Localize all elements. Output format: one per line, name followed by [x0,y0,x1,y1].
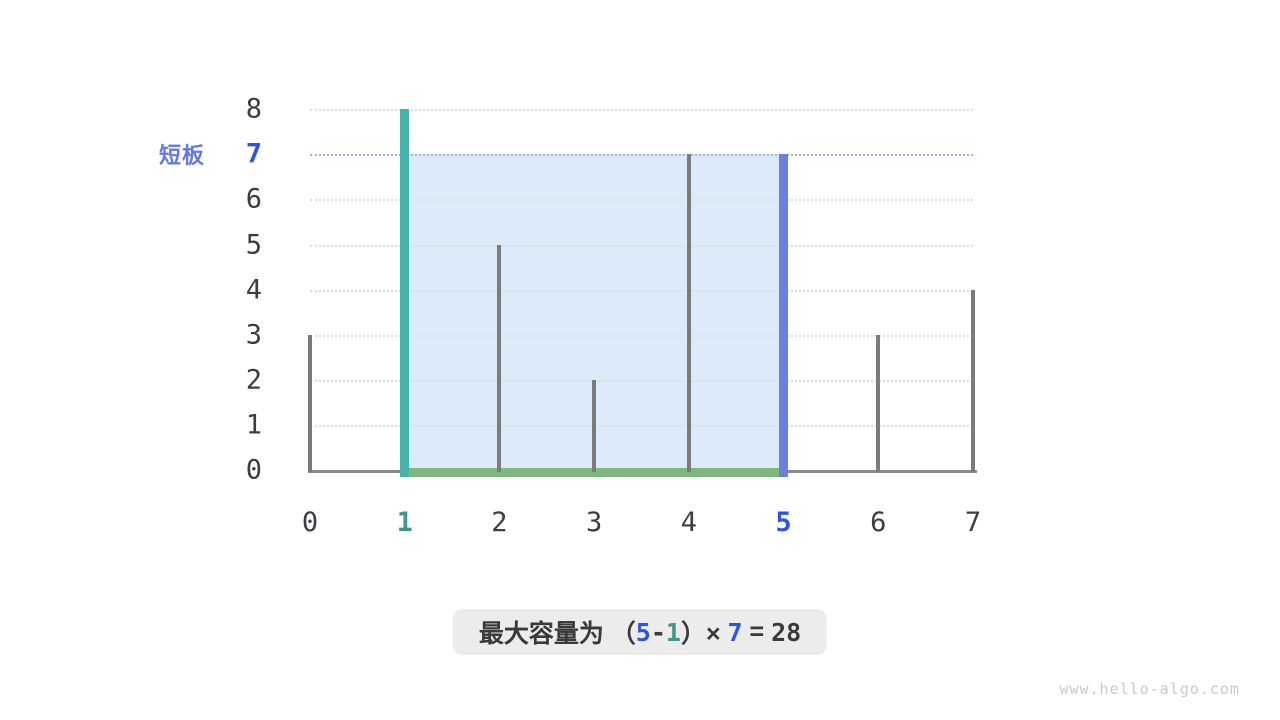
formula-times: ）× [680,620,728,648]
y-tick-1: 1 [245,409,262,441]
base-green-line [400,468,789,477]
y-tick-0: 0 [245,454,262,486]
bar-0 [308,334,312,472]
y-tick-4: 4 [245,274,262,306]
formula-height: 7 [727,617,743,647]
bar-4 [686,154,691,472]
gridline-y6 [310,199,973,202]
gridline-y2 [310,379,973,382]
water-level-line [310,154,973,157]
gridline-y1 [310,424,973,427]
bar-3 [592,379,597,472]
y-tick-7: 7 [245,138,262,170]
formula-box: 最大容量为 （5-1 ）× 7 = 28 [452,609,828,655]
formula-equals: = [742,617,772,646]
x-tick-5: 5 [775,507,792,538]
y-tick-3: 3 [245,319,262,351]
y-tick-8: 8 [245,93,262,125]
x-tick-0: 0 [301,507,319,538]
y-tick-2: 2 [245,364,262,396]
x-tick-2: 2 [491,507,508,538]
short-board-label: 短板 [158,143,206,168]
formula-minus: - [650,617,666,647]
left-board-bar [400,109,410,477]
formula-result: 28 [771,617,802,647]
x-tick-3: 3 [585,507,603,538]
bar-2 [497,244,502,472]
gridline-y3 [310,334,973,337]
x-tick-7: 7 [964,507,982,538]
bar-6 [876,334,881,472]
x-tick-1: 1 [396,507,413,538]
y-tick-5: 5 [245,229,262,260]
watermark: www.hello-algo.com [1059,680,1240,698]
x-tick-4: 4 [680,507,697,538]
x-tick-6: 6 [870,507,887,538]
gridline-y5 [310,244,973,247]
bar-7 [970,289,975,472]
formula-left-index: 1 [665,617,681,647]
y-tick-6: 6 [245,183,262,215]
formula-caption: 最大容量为 （ [478,620,636,648]
right-board-bar [779,154,789,477]
gridline-y8 [310,109,973,112]
formula-right-index: 5 [635,617,651,647]
gridline-y4 [310,289,973,292]
